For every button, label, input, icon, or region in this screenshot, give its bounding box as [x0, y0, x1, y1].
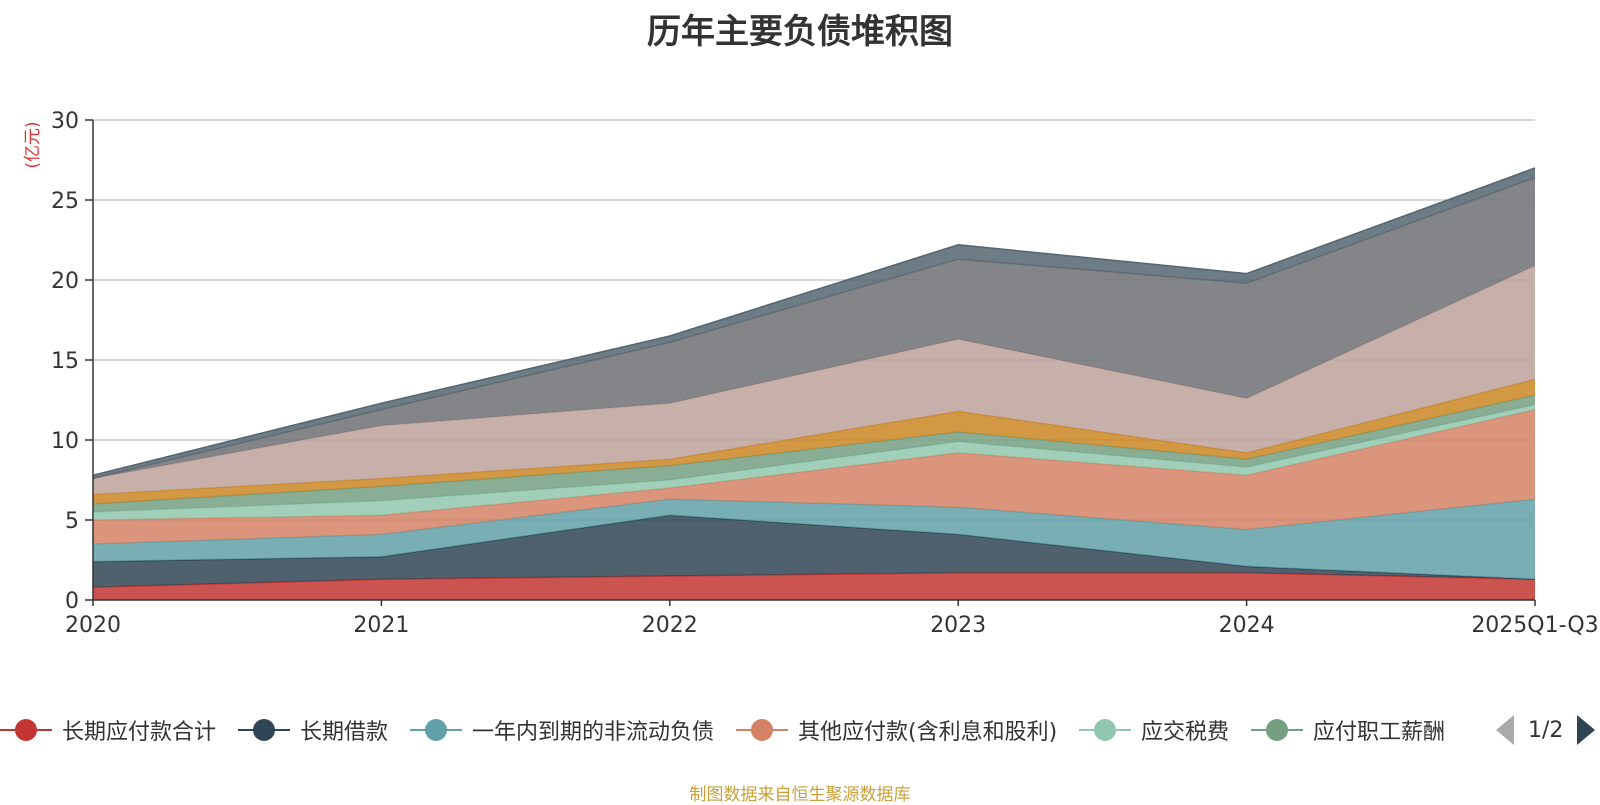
legend-item[interactable]: 长期借款: [238, 710, 388, 750]
area-series-0[interactable]: [93, 572, 1535, 600]
x-tick-label: 2024: [1219, 613, 1275, 638]
legend-item[interactable]: 其他应付款(含利息和股利): [736, 710, 1057, 750]
area-series-6[interactable]: [93, 379, 1535, 504]
axes: 0 5 10 15 20 25 30 2020 2021 2022 2023 2024 2025Q1-Q…: [51, 109, 1599, 638]
source-note: 制图数据来自恒生聚源数据库: [689, 785, 911, 805]
area-series-7[interactable]: [93, 265, 1535, 495]
y-tick-label: 25: [51, 189, 79, 214]
legend-item[interactable]: 一年内到期的非流动负债: [410, 710, 714, 750]
area-series-1[interactable]: [93, 515, 1535, 588]
legend-marker-icon: [1251, 718, 1303, 742]
legend: 长期应付款合计 长期借款 一年内到期的非流动负债 其他应付款(含利息和股利) 应交税费 应…: [0, 710, 1600, 750]
y-tick-label: 0: [65, 589, 79, 614]
x-tick-label: 2022: [642, 613, 698, 638]
legend-item[interactable]: 应交税费: [1079, 710, 1229, 750]
legend-label: 其他应付款(含利息和股利): [798, 720, 1058, 745]
legend-pager: 1/2: [1496, 710, 1596, 750]
area-series-edge-9: [92, 167, 1536, 476]
legend-marker-icon: [238, 718, 290, 742]
area-series-8[interactable]: [93, 177, 1535, 479]
x-tick-label: 2021: [353, 613, 409, 638]
legend-label: 长期应付款合计: [62, 720, 217, 745]
y-tick-label: 15: [51, 349, 79, 374]
area-series-4[interactable]: [93, 404, 1535, 520]
legend-label: 长期借款: [300, 720, 389, 745]
legend-prev-page-icon[interactable]: [1496, 715, 1514, 745]
legend-label: 一年内到期的非流动负债: [472, 720, 715, 745]
legend-label: 应付职工薪酬: [1313, 720, 1446, 745]
x-tick-label: 2025Q1-Q3: [1471, 613, 1598, 638]
legend-marker-icon: [410, 718, 462, 742]
area-series-2[interactable]: [93, 499, 1535, 580]
legend-item[interactable]: 应付职工薪酬: [1251, 710, 1445, 750]
legend-label: 应交税费: [1141, 720, 1230, 745]
x-tick-label: 2023: [930, 613, 986, 638]
legend-page-indicator: 1/2: [1528, 717, 1564, 743]
area-series-5[interactable]: [93, 395, 1535, 512]
area-series-3[interactable]: [93, 409, 1535, 544]
legend-items: 长期应付款合计 长期借款 一年内到期的非流动负债 其他应付款(含利息和股利) 应交税费 应…: [0, 710, 1482, 750]
legend-marker-icon: [0, 718, 52, 742]
y-tick-label: 5: [65, 509, 79, 534]
legend-item[interactable]: 长期应付款合计: [0, 710, 216, 750]
area-series-layer: [92, 167, 1536, 600]
chart-title: 历年主要负债堆积图: [647, 12, 953, 52]
y-tick-label: 30: [51, 109, 79, 134]
y-tick-label: 10: [51, 429, 79, 454]
legend-marker-icon: [736, 718, 788, 742]
legend-next-page-icon[interactable]: [1577, 715, 1596, 745]
y-tick-label: 20: [51, 269, 79, 294]
y-axis-unit-label: (亿元): [23, 121, 43, 168]
legend-marker-icon: [1079, 718, 1131, 742]
x-tick-label: 2020: [65, 613, 121, 638]
